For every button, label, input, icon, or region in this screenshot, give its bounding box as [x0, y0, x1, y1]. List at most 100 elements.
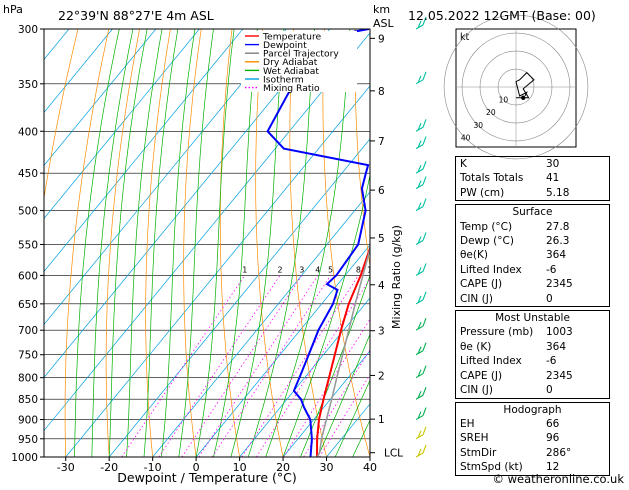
dry-adiabat: [322, 29, 370, 457]
hodograph-box: Hodograph EH 66 SREH 96 StmDir 286° StmSpd …: [455, 401, 610, 476]
wind-barb: [415, 16, 427, 30]
wind-barb: [415, 426, 427, 440]
height-tick-label: 5: [378, 233, 385, 245]
stat-row: SREH 96: [460, 432, 560, 445]
height-tick-label: 9: [378, 33, 385, 45]
pressure-tick-label: 400: [18, 126, 38, 138]
dry-adiabat: [64, 29, 110, 457]
legend-label: Mixing Ratio: [263, 83, 320, 94]
mixing-ratio-label: 25: [426, 265, 436, 274]
most-unstable-title: Most Unstable: [495, 312, 570, 325]
wind-barb: [415, 342, 427, 356]
stat-row: Dewp (°C) 26.3: [460, 235, 570, 248]
pressure-tick-label: 500: [18, 206, 38, 218]
mixing-ratio-axis-label: Mixing Ratio (g/kg): [390, 225, 403, 329]
legend-label: Isotherm: [263, 74, 304, 85]
wind-barb: [415, 387, 427, 400]
storm-motion-marker: [520, 95, 526, 100]
wet-adiabat: [317, 333, 370, 457]
dry-adiabat: [219, 29, 240, 457]
hodograph-title: Hodograph: [503, 403, 562, 416]
pressure-tick-label: 950: [18, 434, 38, 446]
stat-row: CIN (J) 0: [460, 292, 553, 305]
pressure-tick-label: 650: [18, 299, 38, 311]
plot-frame: [43, 28, 371, 458]
hodograph-ring-label: 30: [473, 121, 483, 130]
x-tick-label: 20: [276, 461, 290, 474]
hodograph-ring-label: 10: [499, 96, 509, 105]
mixing-ratio-line: [181, 275, 303, 457]
mixing-ratio-label: 2: [277, 265, 282, 274]
height-tick-label: 8: [378, 86, 385, 98]
wet-adiabat: [195, 29, 235, 457]
isotherm: [65, 85, 370, 457]
mixing-ratio-label: 1: [242, 265, 247, 274]
wet-adiabat: [126, 29, 163, 457]
x-tick-label: -20: [100, 461, 118, 474]
pressure-tick-label: 300: [18, 24, 38, 36]
wet-adiabat: [230, 29, 285, 457]
isotherm: [282, 350, 370, 457]
series-dewpoint: [266, 29, 370, 457]
pressure-tick-label: 800: [18, 373, 38, 385]
x-tick-label: 30: [320, 461, 334, 474]
pressure-tick-label: 850: [18, 394, 38, 406]
most-unstable-box: Most Unstable Pressure (mb) 1003 θe (K) 36…: [455, 310, 610, 399]
mixing-ratio-label: 8: [356, 265, 361, 274]
mixing-ratio-line: [256, 277, 370, 457]
mixing-ratio-label: 4: [315, 265, 320, 274]
pressure-tick-label: 1000: [11, 452, 38, 464]
stat-row: θe (K) 364: [460, 340, 567, 353]
legend-label: Wet Adiabat: [263, 66, 319, 77]
height-tick-label: 6: [378, 185, 385, 197]
stat-row: Lifted Index -6: [460, 355, 557, 368]
wind-barb: [415, 263, 427, 276]
mixing-ratio-line: [211, 275, 331, 457]
mixing-ratio-line: [241, 275, 359, 457]
hodograph-trace: [515, 71, 535, 99]
series-temperature: [316, 245, 370, 457]
mixing-ratio-line: [319, 373, 370, 457]
x-tick-label: -10: [144, 461, 162, 474]
hodograph-ring-label: 40: [461, 133, 471, 142]
wind-barb: [415, 232, 427, 245]
wet-adiabat: [161, 29, 196, 457]
legend-background: [241, 31, 357, 92]
mixing-ratio-line: [158, 275, 281, 457]
hodograph-unit-label: kt: [460, 32, 470, 43]
height-unit: km: [373, 3, 390, 16]
hodograph-ring: [443, 14, 589, 160]
x-tick-label: 10: [233, 461, 247, 474]
pressure-tick-label: 350: [18, 79, 38, 91]
wind-barb: [415, 176, 427, 190]
height-tick-label: 4: [378, 280, 385, 292]
height-tick-label: 2: [378, 370, 385, 382]
dry-adiabat: [183, 29, 202, 457]
datetime-title: 12.05.2022 12GMT (Base: 00): [408, 8, 596, 23]
wet-adiabat: [178, 29, 214, 457]
wet-adiabat: [143, 29, 179, 457]
wet-adiabat: [265, 29, 351, 457]
isotherm: [44, 29, 244, 273]
wet-adiabat: [91, 29, 134, 457]
dry-adiabat: [105, 29, 140, 457]
wind-barb: [415, 365, 427, 379]
isotherm: [44, 29, 287, 326]
stat-row: Temp (°C) 27.8: [460, 220, 570, 233]
wind-barb: [415, 136, 427, 150]
height-unit-sub: ASL: [373, 17, 395, 30]
stat-row-k: K 30: [460, 158, 560, 170]
isotherm: [239, 297, 370, 457]
wind-barb: [415, 407, 427, 421]
wet-adiabat: [247, 29, 315, 457]
legend-label: Dewpoint: [263, 40, 307, 51]
legend-label: Dry Adiabat: [263, 57, 318, 68]
wet-adiabat: [282, 173, 370, 457]
stat-row-pw: PW (cm) 5.18: [460, 186, 570, 199]
height-tick-label: LCL: [384, 448, 403, 460]
stat-row: Lifted Index -6: [460, 263, 557, 276]
stat-row: StmDir 286°: [460, 446, 572, 459]
wind-barb: [415, 71, 427, 85]
dry-adiabat: [145, 29, 171, 457]
dry-adiabat: [44, 29, 79, 201]
